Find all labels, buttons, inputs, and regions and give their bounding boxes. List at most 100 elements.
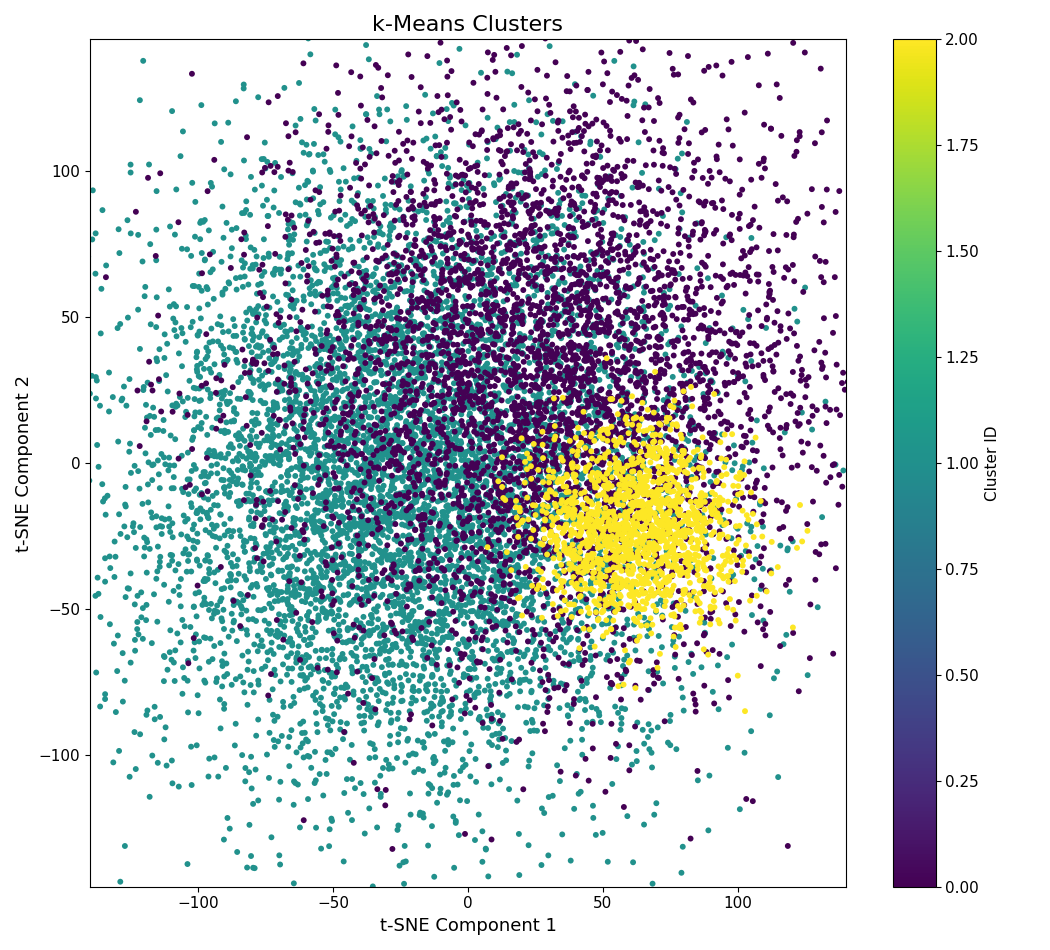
Point bbox=[585, 186, 602, 201]
Point bbox=[726, 438, 742, 453]
Point bbox=[445, 325, 462, 340]
Point bbox=[448, 433, 465, 448]
Point bbox=[696, 491, 713, 506]
Point bbox=[422, 339, 439, 354]
Point bbox=[623, 461, 639, 476]
Point bbox=[616, 643, 633, 658]
Point bbox=[406, 477, 423, 492]
Point bbox=[376, 628, 393, 643]
Point bbox=[591, 408, 608, 423]
Point bbox=[428, 394, 445, 409]
Point bbox=[586, 256, 603, 272]
Point bbox=[693, 485, 710, 501]
Point bbox=[349, 528, 365, 543]
Point bbox=[276, 392, 293, 408]
Point bbox=[343, 129, 360, 144]
Point bbox=[346, 436, 363, 451]
Point bbox=[458, 445, 475, 460]
Point bbox=[546, 352, 563, 367]
Point bbox=[426, 314, 443, 329]
Point bbox=[425, 264, 442, 279]
Point bbox=[197, 675, 214, 691]
Point bbox=[445, 576, 462, 591]
Point bbox=[446, 463, 463, 478]
Point bbox=[213, 134, 230, 149]
Point bbox=[366, 342, 383, 357]
Point bbox=[351, 309, 368, 324]
Point bbox=[573, 264, 590, 279]
Point bbox=[153, 511, 170, 526]
Point bbox=[52, 446, 69, 462]
Point bbox=[486, 337, 503, 352]
Point bbox=[421, 378, 438, 393]
Point bbox=[403, 436, 420, 451]
Point bbox=[576, 536, 593, 551]
Point bbox=[369, 449, 385, 465]
Point bbox=[113, 391, 130, 407]
Point bbox=[547, 250, 564, 265]
Point bbox=[356, 390, 373, 405]
Point bbox=[643, 421, 659, 436]
Point bbox=[502, 586, 519, 601]
Point bbox=[564, 124, 581, 140]
Point bbox=[539, 259, 555, 275]
Point bbox=[411, 365, 427, 380]
Point bbox=[526, 627, 543, 642]
Point bbox=[647, 272, 664, 287]
Point bbox=[499, 591, 516, 606]
Point bbox=[548, 248, 565, 263]
Point bbox=[580, 399, 596, 414]
Point bbox=[687, 693, 704, 708]
Point bbox=[526, 448, 543, 464]
Point bbox=[624, 550, 640, 565]
Point bbox=[672, 602, 689, 618]
Point bbox=[215, 621, 232, 637]
Point bbox=[615, 412, 632, 428]
Point bbox=[679, 289, 696, 304]
Point bbox=[329, 392, 345, 408]
Point bbox=[242, 456, 258, 471]
Point bbox=[542, 367, 559, 382]
Point bbox=[561, 507, 578, 522]
Point bbox=[499, 564, 516, 580]
Point bbox=[633, 536, 650, 551]
Point bbox=[524, 498, 541, 513]
Point bbox=[311, 343, 328, 358]
Point bbox=[463, 446, 480, 462]
Point bbox=[547, 417, 564, 432]
Point bbox=[326, 707, 342, 722]
Point bbox=[457, 300, 474, 315]
Point bbox=[390, 588, 406, 603]
Point bbox=[605, 502, 622, 517]
Point bbox=[677, 584, 694, 599]
Point bbox=[468, 572, 485, 587]
Point bbox=[480, 135, 497, 150]
Point bbox=[381, 428, 398, 443]
Point bbox=[554, 130, 571, 145]
Point bbox=[351, 362, 368, 377]
Point bbox=[674, 464, 691, 479]
Point bbox=[464, 446, 481, 461]
Point bbox=[324, 713, 341, 729]
Point bbox=[294, 668, 311, 683]
Point bbox=[541, 317, 558, 332]
Point bbox=[319, 495, 336, 510]
Point bbox=[382, 568, 399, 583]
Point bbox=[454, 177, 470, 192]
Point bbox=[289, 388, 306, 403]
Point bbox=[308, 772, 324, 788]
Point bbox=[354, 372, 371, 388]
Point bbox=[395, 656, 412, 672]
Point bbox=[724, 138, 741, 153]
Point bbox=[323, 698, 340, 713]
Point bbox=[671, 481, 688, 496]
Point bbox=[574, 341, 591, 356]
Point bbox=[560, 238, 576, 253]
Point bbox=[532, 550, 549, 565]
Point bbox=[572, 573, 589, 588]
Point bbox=[627, 595, 644, 610]
Point bbox=[337, 298, 354, 314]
Point bbox=[479, 142, 496, 158]
Point bbox=[501, 582, 518, 598]
Point bbox=[332, 431, 349, 446]
